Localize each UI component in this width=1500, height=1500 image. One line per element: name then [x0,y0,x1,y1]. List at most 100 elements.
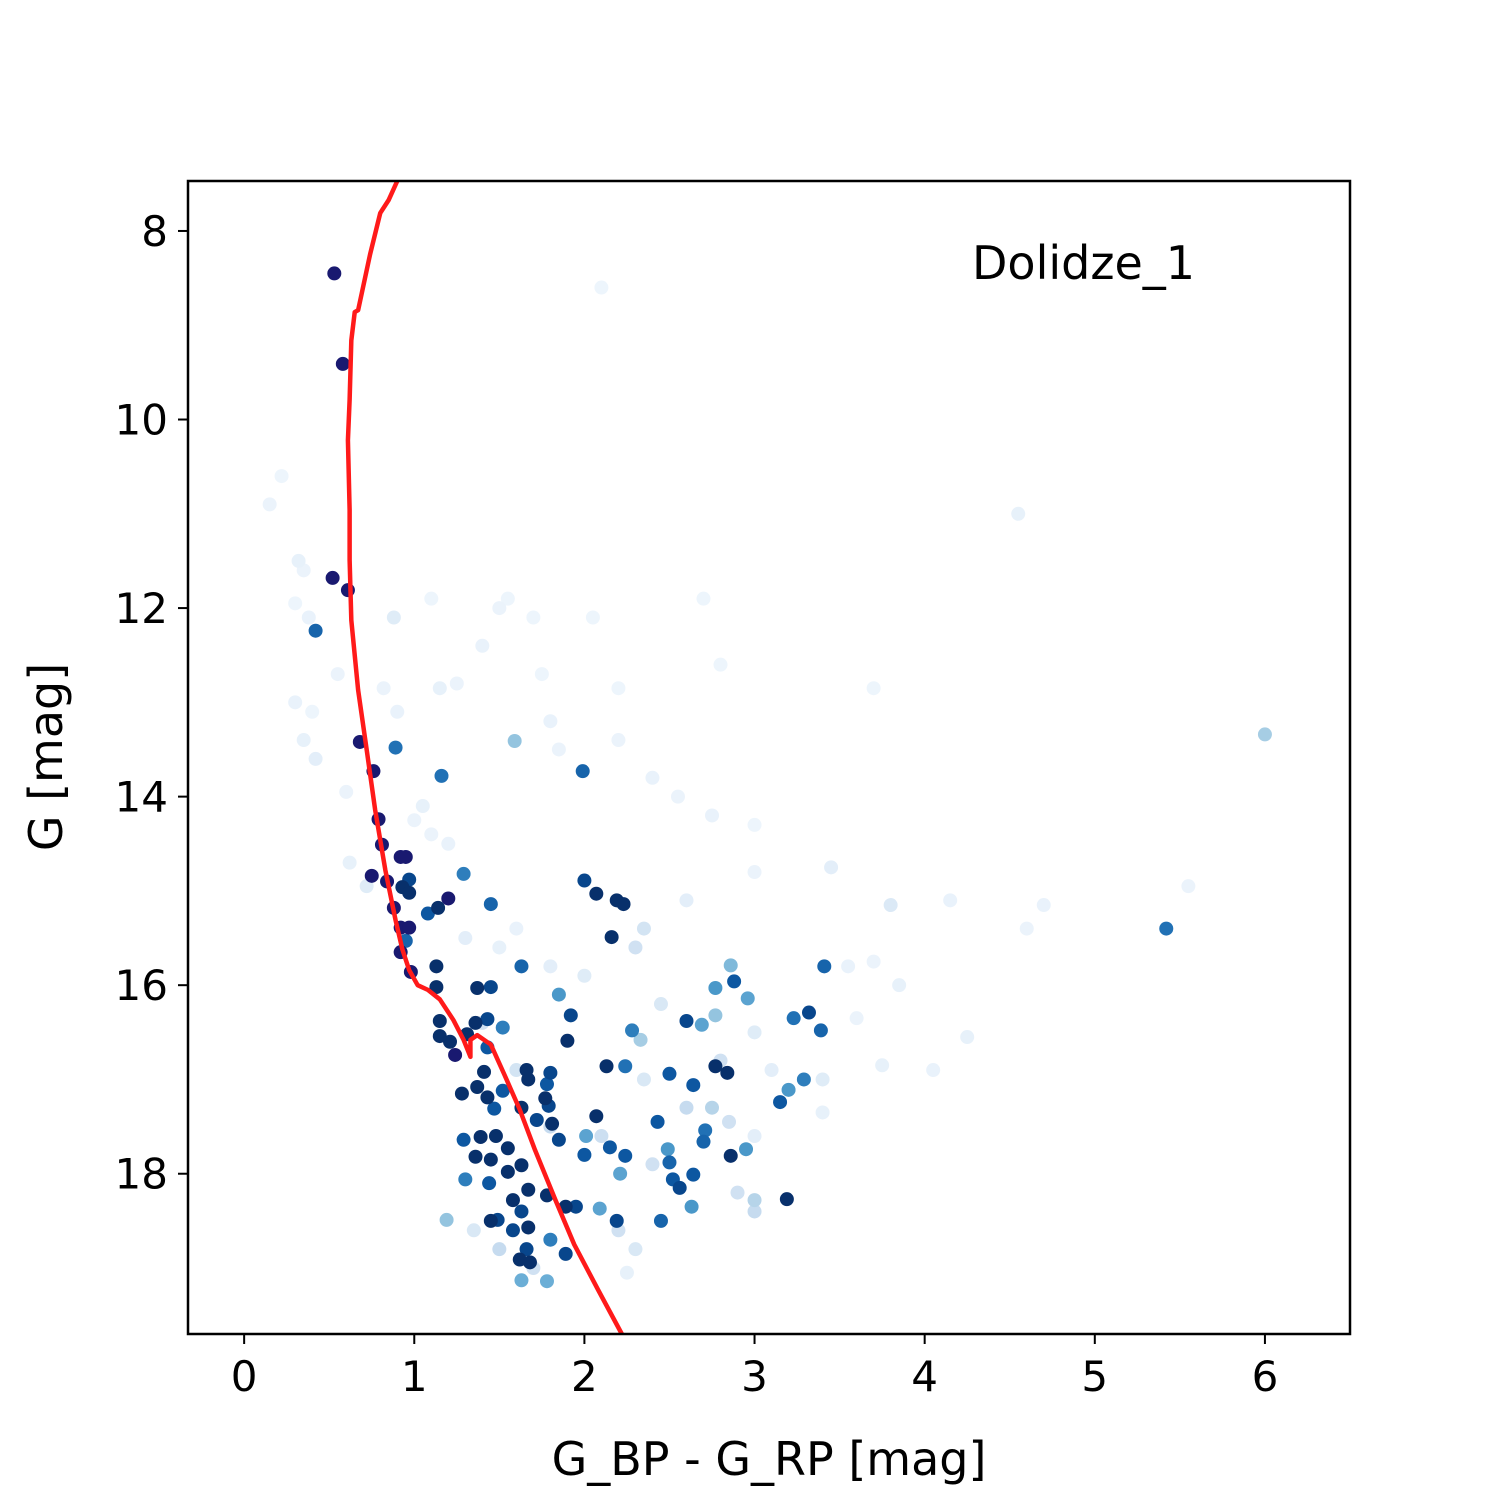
x-tick-label: 1 [401,1352,428,1401]
star-point [262,497,277,512]
star-point [538,1091,553,1106]
y-tick-label: 14 [115,773,168,822]
star-point [609,1213,624,1228]
star-point [364,868,379,883]
star-point [636,1072,651,1087]
star-point [686,1167,701,1182]
x-tick-label: 4 [911,1352,938,1401]
star-point [618,1148,633,1163]
star-point [480,1090,495,1105]
star-point [432,1014,447,1029]
star-point [468,1015,483,1030]
star-point [602,1140,617,1155]
star-point [420,906,435,921]
star-point [526,610,541,625]
star-point [866,954,881,969]
y-tick-label: 10 [115,396,168,445]
star-point [866,681,881,696]
star-point [713,657,728,672]
y-tick-label: 18 [115,1150,168,1199]
star-point [1019,921,1034,936]
star-point [529,1112,544,1127]
star-point [441,836,456,851]
y-axis: 8 10 12 14 16 18 [115,207,188,1199]
star-point [611,681,626,696]
star-point [599,1059,614,1074]
star-point [388,740,403,755]
star-point [492,940,507,955]
star-point [514,1158,529,1173]
star-point [308,751,323,766]
star-point [892,978,907,993]
star-point [296,733,311,748]
star-point [514,1204,529,1219]
star-point [448,1047,463,1062]
star-point [943,893,958,908]
star-point [577,873,592,888]
star-point [705,1100,720,1115]
star-point [585,610,600,625]
star-point [431,900,446,915]
star-point [594,280,609,295]
star-point [488,1129,503,1144]
x-tick-label: 6 [1252,1352,1279,1401]
star-point [477,1064,492,1079]
star-point [679,893,694,908]
y-tick-label: 12 [115,584,168,633]
star-point [521,1182,536,1197]
star-point [579,1129,594,1144]
star-point [563,1008,578,1023]
star-point [813,1023,828,1038]
cluster-name-annotation: Dolidze_1 [972,236,1195,290]
star-point [633,1032,648,1047]
star-point [618,1059,633,1074]
star-point [786,1011,801,1026]
star-point [824,860,839,875]
star-point [424,827,439,842]
star-point [619,1265,634,1280]
star-point [781,1082,796,1097]
star-point [698,1123,713,1138]
star-point [386,610,401,625]
star-point [458,1172,473,1187]
star-point [376,681,391,696]
star-point [653,1213,668,1228]
star-point [723,1148,738,1163]
star-point [611,733,626,748]
star-point [708,1008,723,1023]
star-point [534,667,549,682]
star-point [560,1033,575,1048]
star-point [696,1134,711,1149]
star-point [628,1242,643,1257]
star-point [492,601,507,616]
star-point [883,898,898,913]
star-point [539,1077,554,1092]
isochrone-line [345,180,624,1336]
star-point [519,1063,534,1078]
star-point [483,1152,498,1167]
star-point [500,591,515,606]
star-point [325,570,340,585]
star-point [500,1141,515,1156]
star-point [342,855,357,870]
star-point [458,931,473,946]
star-point [796,1072,811,1087]
star-point [575,764,590,779]
star-point [670,789,685,804]
star-point [773,1095,788,1110]
scatter-points [262,266,1272,1289]
star-point [429,980,444,995]
star-point [439,1212,454,1227]
star-point [305,704,320,719]
star-point [487,1101,502,1116]
star-point [301,610,316,625]
star-point [288,695,303,710]
star-point [505,1223,520,1238]
star-point [660,1142,675,1157]
star-point [558,1246,573,1261]
star-point [543,1232,558,1247]
star-point [679,1100,694,1115]
y-axis-label: G [mag] [19,663,73,851]
plot-frame [186,179,1352,1336]
star-point [545,1116,560,1131]
